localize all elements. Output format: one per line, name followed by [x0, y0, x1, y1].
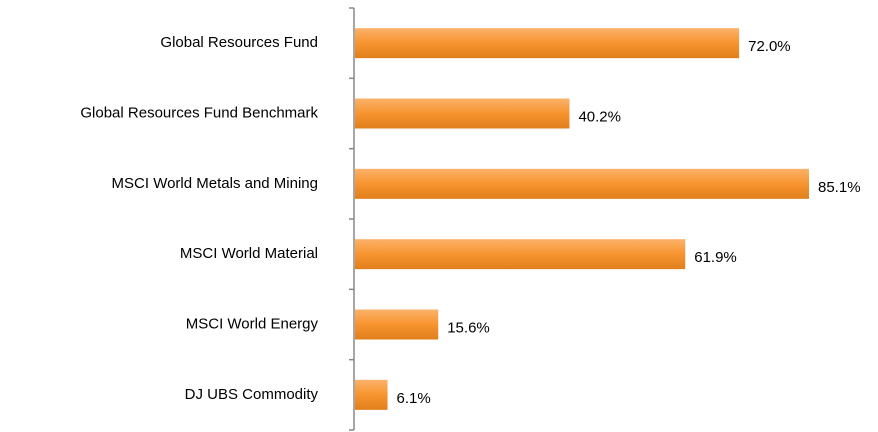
bar: [355, 379, 388, 410]
category-label: DJ UBS Commodity: [185, 386, 319, 403]
value-label: 61.9%: [694, 249, 737, 266]
category-label: MSCI World Material: [180, 245, 318, 262]
bar: [355, 168, 810, 199]
bar: [355, 98, 570, 129]
value-label: 40.2%: [578, 108, 621, 125]
category-label: MSCI World Energy: [186, 315, 319, 332]
category-label: Global Resources Fund Benchmark: [80, 104, 318, 121]
value-label: 15.6%: [447, 319, 490, 336]
bar: [355, 28, 740, 59]
bar: [355, 309, 439, 340]
value-label: 72.0%: [748, 38, 791, 55]
value-label: 85.1%: [818, 179, 861, 196]
bar: [355, 239, 686, 270]
category-label: Global Resources Fund: [160, 34, 318, 51]
category-label: MSCI World Metals and Mining: [112, 175, 318, 192]
value-label: 6.1%: [397, 390, 431, 407]
